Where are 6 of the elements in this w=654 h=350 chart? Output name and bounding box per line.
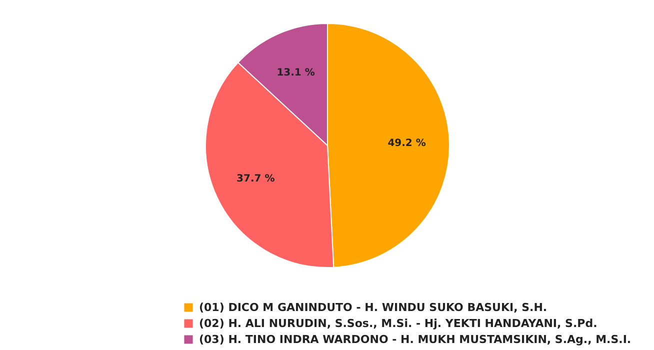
data-label: 13.1 % xyxy=(276,67,315,78)
data-label: 49.2 % xyxy=(388,138,426,150)
legend-label: (02) H. ALI NURUDIN, S.Sos., M.Si. - Hj. YEKTI HANDAYANI, S.Pd. xyxy=(199,316,598,330)
data-label: 37.7 % xyxy=(236,174,275,185)
legend-label: (01) DICO M GANINDUTO - H. WINDU SUKO BASUKI, S.H. xyxy=(199,300,548,314)
legend-label: (03) H. TINO INDRA WARDONO - H. MUKH MUSTAMSIKIN, S.Ag., M.S.I. xyxy=(199,332,632,346)
